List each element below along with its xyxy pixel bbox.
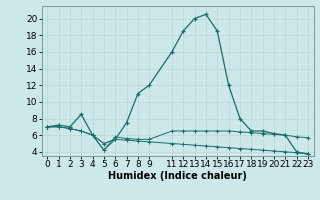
X-axis label: Humidex (Indice chaleur): Humidex (Indice chaleur) [108,171,247,181]
